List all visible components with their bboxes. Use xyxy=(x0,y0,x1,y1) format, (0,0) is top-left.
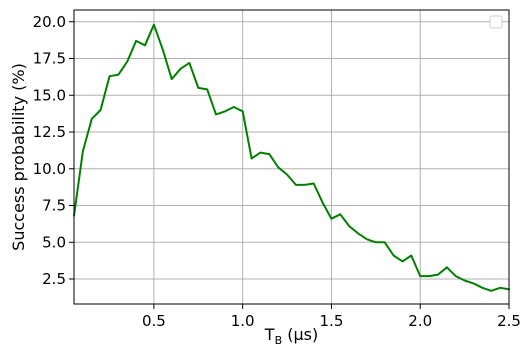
x-tick-label: 1.0 xyxy=(231,312,255,330)
grid-lines xyxy=(74,10,510,304)
x-axis-ticks: 0.5 1.0 1.5 2.0 2.5 xyxy=(142,304,521,330)
x-tick-label: 0.5 xyxy=(142,312,166,330)
series-line xyxy=(73,23,510,292)
plot-frame xyxy=(73,9,510,305)
y-tick-label: 15.0 xyxy=(33,86,66,104)
x-tick-label: 2.0 xyxy=(408,312,432,330)
x-axis-label: TB (μs) xyxy=(264,325,318,345)
series-layer xyxy=(73,23,510,292)
y-axis-label: Success probability (%) xyxy=(9,63,28,251)
y-tick-label: 17.5 xyxy=(33,50,66,68)
x-tick-label: 2.5 xyxy=(497,312,521,330)
x-tick-label: 1.5 xyxy=(320,312,344,330)
legend-box xyxy=(489,15,503,29)
y-tick-label: 12.5 xyxy=(33,123,66,141)
y-tick-label: 2.5 xyxy=(42,270,66,288)
y-tick-label: 5.0 xyxy=(42,233,66,251)
y-tick-label: 7.5 xyxy=(42,197,66,215)
y-axis-ticks: 2.5 5.0 7.5 10.0 12.5 15.0 17.5 20.0 xyxy=(33,13,74,288)
y-tick-label: 20.0 xyxy=(33,13,66,31)
y-tick-label: 10.0 xyxy=(33,160,66,178)
